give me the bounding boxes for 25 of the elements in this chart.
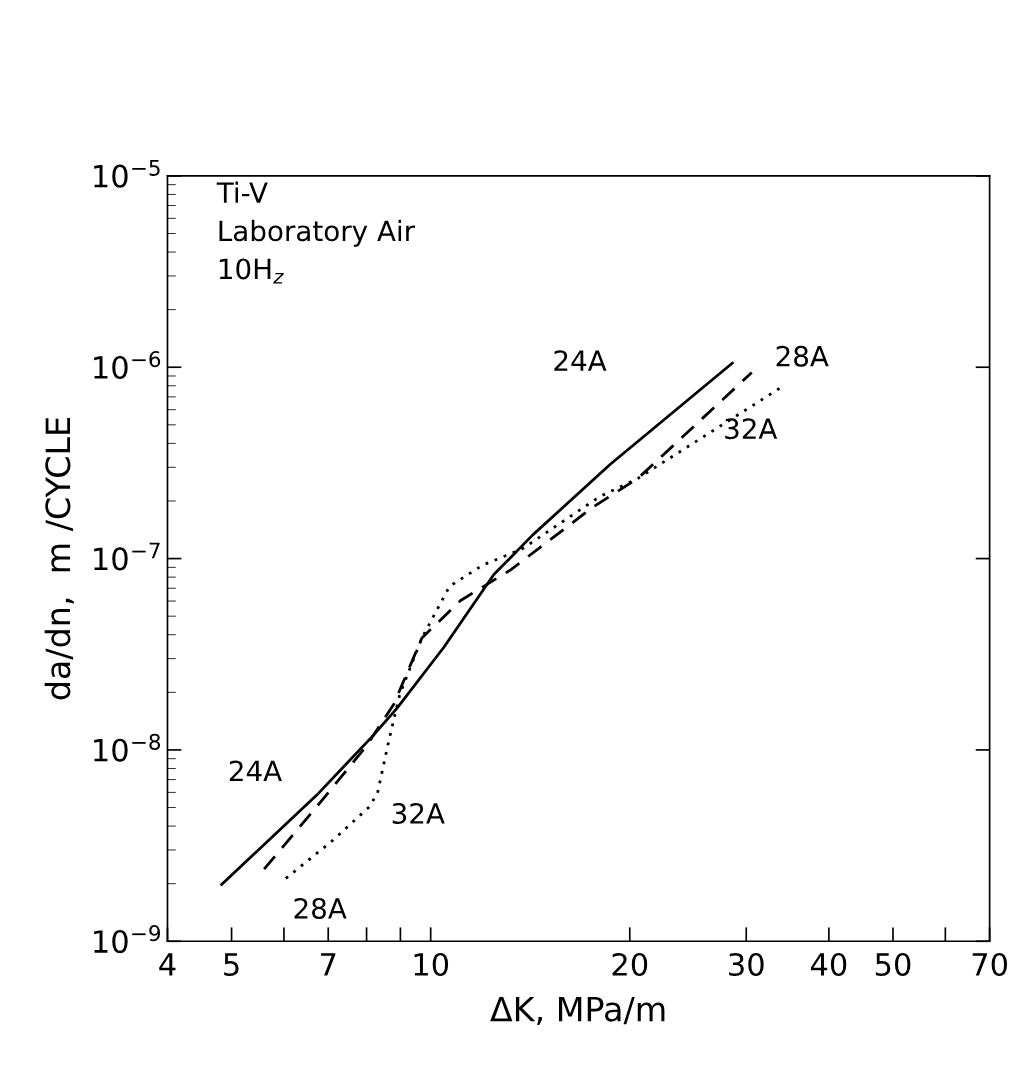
x-tick-label: 70 [972, 952, 1008, 977]
x-tick-label: 5 [224, 953, 239, 977]
x-tick-label: 30 [729, 952, 764, 977]
y-axis-title: da/dn, m /CYCLE [44, 418, 74, 700]
y-tick-label: 10$^{−9}$ [94, 925, 161, 954]
text: 24A [554, 350, 607, 371]
annotation: 10H$_{z}$ [219, 258, 284, 284]
series-label: 24A [229, 760, 282, 782]
annotation: Laboratory Air [219, 219, 416, 247]
text: 32A [392, 802, 445, 824]
x-tick-label: 7 [321, 953, 336, 976]
x-tick-label: 10 [414, 952, 449, 977]
y-tick-label: 10$^{−7}$ [94, 542, 160, 571]
x-axis-title: ΔK, MPa/m [490, 996, 665, 1026]
x-tick-label: 50 [875, 952, 911, 977]
x-tick-label: 20 [612, 952, 648, 977]
series-label: 32A [725, 418, 778, 440]
text: 28A [294, 897, 347, 919]
x-tick-label: 4 [159, 953, 176, 976]
y-tick-label: 10$^{−5}$ [94, 160, 160, 188]
y-tick-label: 10$^{−6}$ [94, 351, 161, 380]
series-label: 28A [776, 345, 829, 367]
annotation: Ti-V [216, 181, 268, 203]
y-tick-label: 10$^{−8}$ [94, 733, 161, 762]
x-tick-label: 40 [810, 952, 847, 977]
